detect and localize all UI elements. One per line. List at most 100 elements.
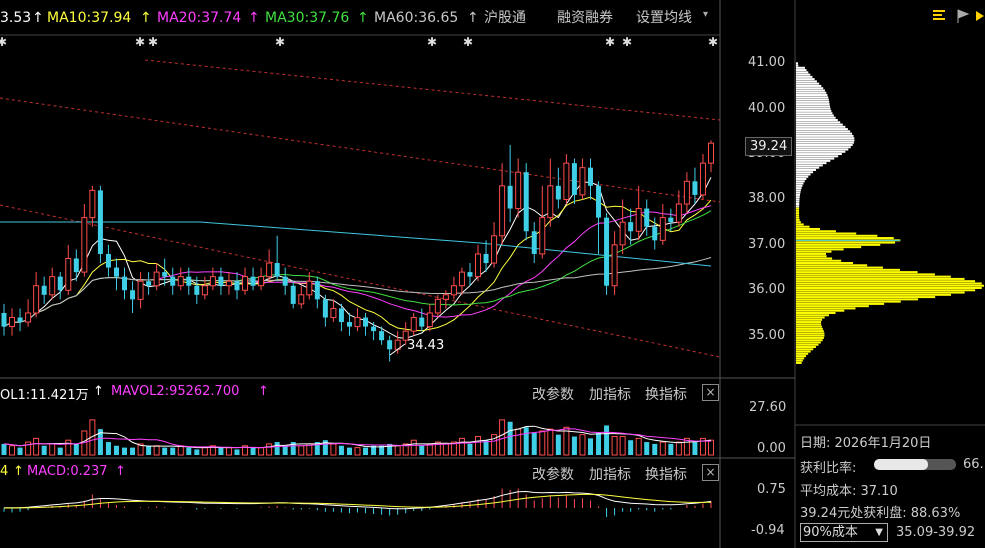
volume-bar-down xyxy=(105,442,111,455)
volume-bar-down xyxy=(194,449,200,455)
chip-bar xyxy=(796,132,853,135)
mavol2-label: MAVOL2:95262.700 xyxy=(111,384,240,399)
chevron-down-icon[interactable]: ▾ xyxy=(703,9,709,20)
volume-bar-down xyxy=(41,445,47,455)
triangle-icon[interactable] xyxy=(975,8,985,28)
candle-body-up xyxy=(89,189,96,219)
candle-body-up xyxy=(49,276,56,296)
chip-bar xyxy=(796,80,817,83)
chip-bar xyxy=(796,128,848,131)
chip-bar xyxy=(796,282,982,285)
macd-close-button[interactable]: × xyxy=(702,464,719,481)
candle-body-up xyxy=(434,298,441,314)
candle-body-down xyxy=(363,317,369,327)
tab-set-ma[interactable]: 设置均线 xyxy=(636,10,692,26)
ma60-arrow: ↑ xyxy=(467,10,479,26)
candle-body-down xyxy=(571,163,577,195)
candle-body-down xyxy=(170,276,176,286)
bars-icon[interactable] xyxy=(931,8,947,28)
event-marker-icon: ✱ xyxy=(0,35,7,49)
volume-bar-down xyxy=(387,443,393,455)
chip-bar xyxy=(796,84,822,87)
chip-bar xyxy=(796,314,830,317)
volume-bar-up xyxy=(298,445,305,456)
ma20-value: MA20:37.74 xyxy=(157,10,242,26)
volume-bar-up xyxy=(153,445,160,456)
volume-bar-down xyxy=(419,445,425,455)
candle-body-down xyxy=(668,217,674,223)
event-marker-icon: ✱ xyxy=(135,35,145,49)
chip-bar xyxy=(796,187,802,190)
volume-bar-down xyxy=(146,445,152,455)
current-price-tag: 39.24 xyxy=(745,137,793,156)
candle-body-down xyxy=(194,285,200,295)
chip-bar xyxy=(796,234,878,237)
chip-bar xyxy=(796,78,815,81)
volume-bar-down xyxy=(571,436,577,455)
candle-body-up xyxy=(266,262,273,278)
chip-bar xyxy=(796,71,809,74)
volume-bar-up xyxy=(266,443,273,456)
candle-body-up xyxy=(442,294,449,300)
chip-bar xyxy=(796,173,811,176)
volume-bar-up xyxy=(675,441,682,456)
flag-icon[interactable] xyxy=(955,8,971,28)
ma60-value: MA60:36.65 xyxy=(374,10,459,26)
candle-body-down xyxy=(250,276,256,286)
candle-body-down xyxy=(531,231,537,254)
chip-bar xyxy=(796,341,821,344)
ma20-arrow: ↑ xyxy=(248,10,260,26)
volume-bar-down xyxy=(234,449,240,455)
chip-bar xyxy=(796,214,800,217)
macd-label: MACD:0.237 xyxy=(27,464,108,479)
candle-body-up xyxy=(450,285,457,296)
macd-add-indicator-button[interactable]: 加指标 xyxy=(589,467,631,483)
candle-body-down xyxy=(162,272,168,277)
tab-rzrq[interactable]: 融资融券 xyxy=(557,10,613,26)
tab-hgt[interactable]: 沪股通 xyxy=(484,10,526,26)
vol-params-button[interactable]: 改参数 xyxy=(532,387,574,403)
candle-body-down xyxy=(523,172,529,232)
candle-body-down xyxy=(346,322,352,327)
volume-bar-up xyxy=(611,436,618,456)
volume-bar-up xyxy=(33,437,40,456)
candle-body-up xyxy=(699,162,706,196)
profit-ratio-bar xyxy=(874,459,956,470)
chip-bar xyxy=(796,64,799,67)
candle-body-up xyxy=(65,257,72,291)
volume-bar-down xyxy=(379,445,385,455)
candle-body-up xyxy=(330,307,337,319)
chip-bar xyxy=(796,298,919,301)
volume-bar-up xyxy=(499,419,506,456)
cost-select[interactable]: 90%成本 ▼ xyxy=(800,523,888,542)
volume-bar-down xyxy=(186,447,192,455)
candle-body-up xyxy=(81,217,88,273)
chip-bar xyxy=(796,296,936,299)
vol-add-indicator-button[interactable]: 加指标 xyxy=(589,387,631,403)
vol-switch-indicator-button[interactable]: 换指标 xyxy=(645,387,687,403)
volume-bar-up xyxy=(177,445,184,456)
event-marker-icon: ✱ xyxy=(708,35,718,49)
candle-body-up xyxy=(33,285,40,314)
volume-bar-up xyxy=(242,445,249,456)
vol-close-button[interactable]: × xyxy=(702,384,719,401)
macd-dea-line xyxy=(4,493,712,509)
mavol2-line xyxy=(3,428,711,449)
chip-bar xyxy=(796,225,810,228)
event-marker-icon: ✱ xyxy=(427,35,437,49)
macd-params-button[interactable]: 改参数 xyxy=(532,467,574,483)
ma10-arrow: ↑ xyxy=(140,10,152,26)
chip-bar xyxy=(796,252,826,255)
chip-bar xyxy=(796,343,819,346)
chip-bar xyxy=(796,148,849,151)
macd-switch-indicator-button[interactable]: 换指标 xyxy=(645,467,687,483)
chip-bar xyxy=(796,89,825,92)
ma60-line xyxy=(3,257,712,328)
volume-bar-up xyxy=(458,437,465,456)
chip-bar xyxy=(796,318,823,321)
volume-bar-down xyxy=(322,440,328,455)
volume-bar-down xyxy=(346,447,352,455)
candle-body-down xyxy=(587,167,593,186)
